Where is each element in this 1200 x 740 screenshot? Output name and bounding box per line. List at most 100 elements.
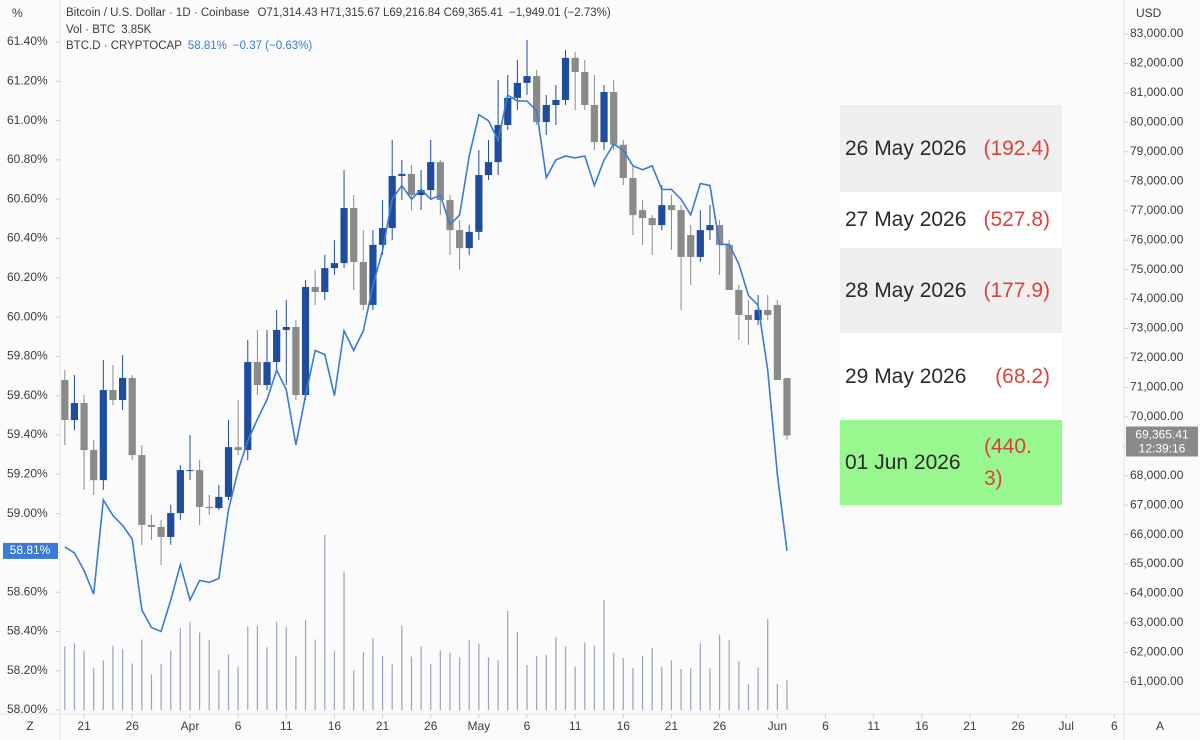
x-tick-label: May: [468, 719, 491, 733]
y2-tick-label: 60.80%: [7, 152, 48, 166]
scale-toggle[interactable]: Z: [26, 719, 33, 733]
candle-body: [378, 228, 387, 245]
date-cell: 26 May 2026: [845, 136, 967, 160]
x-tick-label: 26: [1011, 719, 1025, 733]
candle-body: [764, 309, 772, 315]
y-tick-label: 61,000.00: [1130, 674, 1184, 688]
volume-bar: [189, 621, 191, 710]
candle-body: [128, 377, 136, 456]
y-tick-label: 73,000.00: [1130, 321, 1184, 335]
candle-body: [224, 447, 233, 497]
x-tick-label: 11: [867, 719, 880, 733]
candle-body: [600, 92, 608, 143]
volume-bar: [593, 645, 596, 710]
volume-bar: [487, 657, 490, 710]
volume-bar: [391, 664, 393, 710]
volume-bar: [102, 660, 104, 710]
volume-bar: [266, 647, 268, 710]
volume-bar: [718, 634, 721, 710]
value-cell: (192.4): [983, 136, 1050, 160]
volume-bar: [564, 646, 567, 710]
candle-body: [658, 205, 666, 226]
x-tick-label: 6: [235, 719, 242, 733]
volume-bar: [295, 655, 297, 710]
y-tick-label: 80,000.00: [1130, 115, 1184, 129]
date-cell: 27 May 2026: [845, 208, 967, 231]
volume-bar: [449, 652, 451, 710]
right-axis-unit: USD: [1136, 6, 1162, 20]
volume-bar: [353, 670, 355, 710]
candle-body: [715, 225, 724, 245]
volume-bar: [64, 646, 66, 710]
volume-bar: [420, 646, 422, 710]
candle-body: [118, 377, 127, 401]
candle-body: [744, 314, 753, 320]
volume-bar: [478, 643, 480, 710]
volume-bar: [410, 656, 413, 710]
candle-body: [398, 173, 406, 176]
volume-bar: [170, 650, 172, 710]
volume-bar: [536, 655, 538, 710]
y-tick-label: 63,000.00: [1130, 615, 1184, 629]
y-tick-label: 66,000.00: [1130, 527, 1184, 541]
y-tick-label: 79,000.00: [1130, 144, 1184, 158]
y-tick-label: 64,000.00: [1130, 586, 1184, 600]
candle-body: [687, 235, 695, 257]
dominance-tag-label: 58.81%: [10, 543, 51, 557]
volume-bar: [439, 650, 441, 710]
candle-body: [533, 76, 541, 123]
x-tick-label: 16: [328, 719, 342, 733]
auto-scale-toggle[interactable]: A: [1156, 719, 1164, 733]
candle-body: [215, 496, 223, 509]
candle-body: [513, 82, 521, 98]
candle-body: [340, 208, 348, 264]
volume-bar: [545, 655, 547, 710]
volume-bar: [516, 631, 518, 710]
candle-body: [407, 173, 416, 196]
table-row: 27 May 2026 (527.8): [840, 192, 1062, 248]
volume-bar: [343, 571, 345, 710]
y-tick-label: 68,000.00: [1130, 468, 1184, 482]
candle-body: [773, 304, 781, 381]
y-tick-label: 83,000.00: [1130, 26, 1184, 40]
volume-bar: [709, 668, 711, 710]
candle-body: [330, 263, 339, 269]
ohlc-value: L69,216.84: [383, 7, 441, 19]
volume-bar: [179, 627, 181, 710]
volume-bar: [160, 664, 162, 710]
candle-body: [484, 162, 493, 176]
x-tick-label: 21: [77, 719, 91, 733]
y2-tick-label: 59.60%: [7, 388, 48, 402]
candle-body: [629, 178, 637, 216]
y2-tick-label: 61.40%: [7, 34, 48, 48]
y2-tick-label: 58.00%: [7, 702, 48, 716]
volume-bar: [141, 639, 143, 710]
candle-body: [244, 362, 252, 451]
candle-body: [292, 327, 300, 396]
x-tick-label: 26: [424, 719, 438, 733]
volume-bar: [304, 620, 307, 710]
volume-bar: [670, 660, 673, 710]
table-row: 26 May 2026 (192.4): [840, 105, 1062, 192]
volume-bar: [112, 645, 114, 710]
x-tick-label: 11: [280, 719, 293, 733]
table-row: 01 Jun 2026 (440.3): [840, 420, 1062, 505]
candle-body: [70, 402, 79, 421]
volume-bar: [237, 666, 239, 710]
candle-body: [138, 455, 146, 525]
volume-bar: [227, 654, 230, 710]
candle-body: [571, 57, 579, 72]
volume-bar: [680, 668, 682, 710]
y-tick-label: 65,000.00: [1130, 556, 1184, 570]
y2-tick-label: 59.20%: [7, 466, 48, 480]
candle-body: [706, 225, 714, 231]
x-tick-label: 21: [963, 719, 977, 733]
last-price-tag: [1126, 426, 1198, 457]
y2-tick-label: 60.60%: [7, 191, 48, 205]
x-tick-label: 16: [915, 719, 929, 733]
candle-body: [186, 470, 194, 472]
volume-bar: [276, 621, 278, 710]
volume-bar: [555, 637, 557, 710]
volume-bar: [218, 669, 220, 710]
